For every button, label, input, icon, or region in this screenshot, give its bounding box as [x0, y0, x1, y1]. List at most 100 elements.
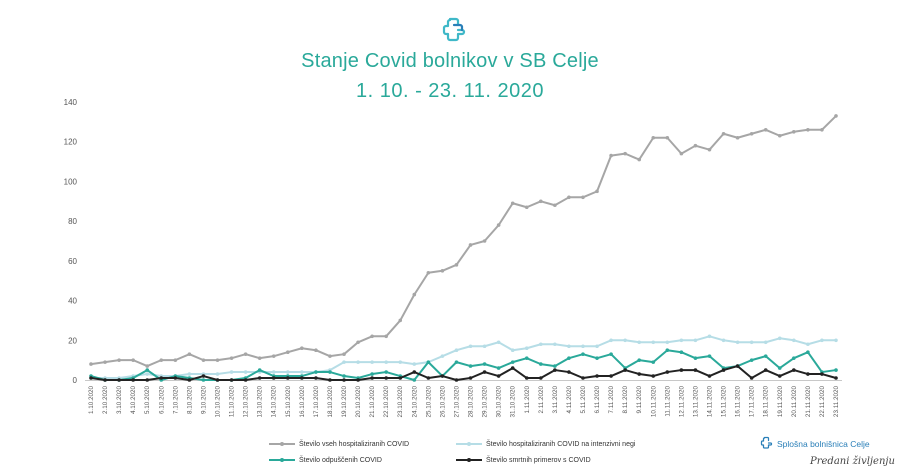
- data-point: [777, 366, 782, 370]
- data-point: [763, 340, 768, 345]
- data-point: [412, 292, 417, 297]
- x-tick-label: 4.10.2020: [130, 386, 137, 415]
- data-point: [103, 360, 107, 364]
- data-point: [651, 135, 656, 140]
- series-0: [89, 114, 838, 368]
- data-point: [735, 135, 740, 140]
- data-point: [314, 370, 318, 374]
- x-tick-label: 4.11.2020: [566, 386, 573, 414]
- data-point: [496, 374, 501, 378]
- data-point: [131, 358, 135, 362]
- data-point: [567, 356, 571, 360]
- data-point: [792, 129, 796, 134]
- data-point: [426, 376, 431, 380]
- data-point: [314, 348, 318, 353]
- series-line: [90, 115, 837, 368]
- legend-label-total: Število vseh hospitaliziranih COVID: [299, 440, 410, 448]
- x-tick-label: 2.11.2020: [538, 386, 545, 414]
- data-point: [145, 364, 150, 368]
- data-point: [609, 352, 613, 356]
- hospital-cross-icon: [442, 17, 466, 42]
- data-point: [707, 147, 712, 152]
- data-point: [215, 372, 220, 376]
- data-point: [257, 356, 262, 360]
- y-tick-label: 80: [68, 217, 77, 226]
- data-point: [201, 374, 206, 378]
- x-tick-label: 5.10.2020: [144, 386, 151, 415]
- data-point: [665, 135, 670, 140]
- data-point: [356, 378, 360, 382]
- data-point: [792, 356, 796, 360]
- data-point: [482, 362, 487, 366]
- x-tick-label: 22.11.2020: [819, 386, 826, 418]
- data-point: [553, 342, 557, 347]
- data-point: [201, 358, 206, 362]
- series-line: [90, 365, 837, 381]
- data-point: [609, 338, 613, 343]
- legend-label-deaths: Število smrtnih primerov s COVID: [486, 456, 591, 464]
- data-point: [693, 338, 698, 343]
- data-point: [89, 362, 93, 366]
- data-point: [342, 360, 346, 364]
- data-point: [524, 376, 529, 380]
- data-point: [398, 360, 403, 364]
- data-point: [609, 374, 613, 378]
- x-tick-label: 17.11.2020: [749, 386, 756, 418]
- x-tick-label: 26.10.2020: [439, 386, 446, 418]
- data-point: [314, 376, 318, 380]
- x-tick-label: 1.10.2020: [88, 386, 95, 415]
- data-point: [820, 372, 824, 376]
- x-tick-label: 12.10.2020: [243, 386, 250, 418]
- data-point: [581, 344, 585, 349]
- data-point: [595, 189, 599, 194]
- data-point: [651, 374, 656, 378]
- x-tick-label: 2.10.2020: [102, 386, 109, 415]
- data-point: [820, 338, 824, 343]
- x-tick-label: 16.11.2020: [735, 386, 742, 418]
- series-layer: [89, 114, 838, 382]
- y-tick-label: 100: [64, 177, 78, 186]
- data-point: [707, 334, 712, 339]
- data-point: [454, 360, 459, 364]
- data-point: [257, 368, 262, 372]
- data-point: [482, 370, 487, 374]
- series-3: [89, 364, 838, 382]
- x-tick-label: 8.11.2020: [622, 386, 629, 414]
- x-tick-label: 31.10.2020: [510, 386, 517, 418]
- data-point: [482, 239, 487, 243]
- x-tick-label: 11.10.2020: [229, 386, 236, 418]
- data-point: [201, 378, 206, 382]
- data-point: [243, 370, 248, 374]
- x-tick-label: 15.11.2020: [721, 386, 728, 418]
- data-point: [173, 376, 178, 380]
- data-point: [834, 338, 838, 343]
- data-point: [300, 346, 304, 351]
- y-tick-label: 20: [68, 336, 77, 345]
- data-point: [117, 378, 121, 382]
- data-point: [300, 376, 304, 380]
- data-point: [243, 352, 248, 356]
- data-point: [665, 340, 670, 345]
- data-point: [707, 354, 712, 358]
- data-point: [271, 376, 276, 380]
- data-point: [595, 356, 599, 360]
- x-tick-label: 18.11.2020: [763, 386, 770, 418]
- data-point: [342, 374, 346, 378]
- data-point: [187, 378, 192, 382]
- data-point: [651, 340, 656, 345]
- data-point: [834, 368, 838, 372]
- data-point: [581, 195, 585, 200]
- data-point: [806, 342, 810, 347]
- data-point: [806, 372, 810, 376]
- data-point: [763, 354, 768, 358]
- y-tick-label: 120: [64, 138, 78, 147]
- x-tick-label: 12.11.2020: [678, 386, 685, 418]
- data-point: [806, 128, 810, 132]
- data-point: [468, 243, 473, 247]
- data-point: [187, 352, 192, 356]
- data-point: [117, 358, 121, 362]
- data-point: [637, 157, 642, 162]
- x-tick-label: 1.11.2020: [524, 386, 531, 414]
- x-tick-label: 24.10.2020: [411, 386, 418, 418]
- legend-entry-deaths: Število smrtnih primerov s COVID: [455, 455, 591, 465]
